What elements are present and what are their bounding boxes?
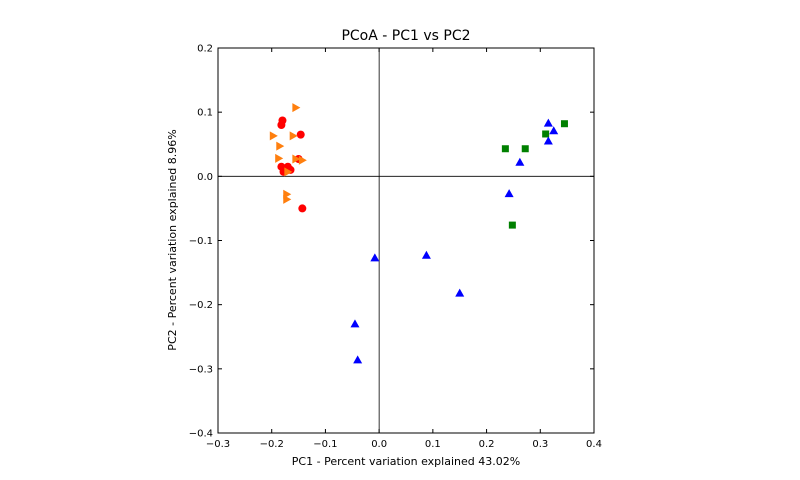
data-point-triangle-right	[276, 141, 285, 151]
data-point-triangle-up	[543, 118, 553, 127]
data-point-triangle-right	[298, 155, 307, 165]
data-point-square	[560, 120, 568, 128]
x-tick-label: 0.0	[371, 439, 387, 450]
data-point-triangle-up	[421, 250, 431, 259]
data-point-triangle-up	[504, 189, 514, 198]
data-point-square	[501, 145, 509, 153]
data-point-triangle-right	[269, 131, 278, 141]
x-tick-label: −0.3	[206, 439, 230, 450]
data-point-triangle-right	[275, 153, 284, 163]
data-point-triangle-up	[543, 136, 553, 145]
data-point-triangle-right	[284, 167, 293, 177]
data-point-triangle-up	[353, 355, 363, 364]
x-tick-label: 0.3	[532, 439, 548, 450]
y-tick-label: −0.2	[189, 300, 213, 311]
y-tick-label: 0.0	[197, 172, 213, 183]
y-tick-label: 0.2	[197, 44, 213, 55]
y-axis-label: PC2 - Percent variation explained 8.96%	[166, 129, 179, 350]
zero-lines	[218, 48, 594, 433]
y-tick-label: 0.1	[197, 108, 213, 119]
data-point-triangle-right	[292, 154, 301, 164]
y-tick-label: −0.1	[189, 236, 213, 247]
data-point-triangle-up	[350, 319, 360, 328]
x-tick-label: 0.1	[425, 439, 441, 450]
data-point-triangle-right	[292, 103, 301, 113]
data-point-square	[542, 130, 550, 138]
data-point-triangle-up	[515, 157, 525, 166]
plot-frame	[217, 47, 595, 434]
y-tick-label: −0.4	[189, 429, 213, 440]
x-tick-label: 0.2	[479, 439, 495, 450]
data-markers	[269, 103, 568, 364]
data-point-circle	[298, 204, 307, 213]
data-point-triangle-right	[283, 194, 292, 204]
x-tick-label: −0.1	[313, 439, 337, 450]
chart-title: PCoA - PC1 vs PC2	[341, 28, 470, 44]
data-point-triangle-up	[549, 126, 559, 135]
data-point-triangle-up	[370, 253, 380, 262]
x-tick-label: −0.2	[260, 439, 284, 450]
data-point-triangle-up	[455, 288, 465, 297]
data-point-circle	[277, 121, 286, 129]
x-axis-label: PC1 - Percent variation explained 43.02%	[292, 455, 520, 468]
data-point-circle	[296, 130, 305, 139]
y-tick-label: −0.3	[189, 364, 213, 375]
axis-ticks: −0.3 −0.2 −0.1 0.0 0.1 0.2 0.3 0.4−0.4−0.3−0.2−…	[189, 44, 602, 451]
data-point-triangle-right	[289, 131, 298, 141]
data-point-square	[508, 221, 516, 229]
x-tick-label: 0.4	[586, 439, 602, 450]
data-point-square	[521, 145, 529, 153]
